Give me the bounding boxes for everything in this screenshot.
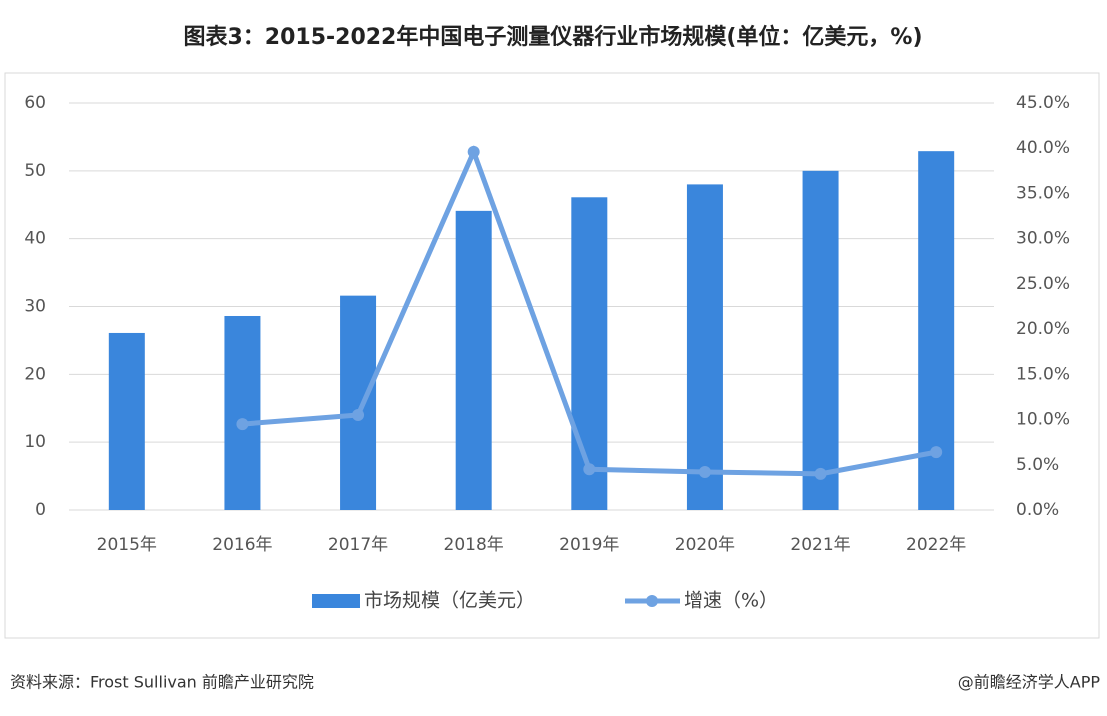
line-point	[352, 409, 365, 422]
y-tick-label: 60	[24, 93, 46, 113]
bar	[571, 197, 608, 510]
x-tick-label: 2022年	[906, 535, 966, 555]
y2-tick-label: 0.0%	[1016, 500, 1059, 520]
bar	[455, 210, 492, 511]
y-tick-label: 10	[24, 432, 46, 452]
y2-tick-label: 5.0%	[1016, 455, 1059, 475]
chart-title: 图表3：2015-2022年中国电子测量仪器行业市场规模(单位：亿美元，%)	[183, 24, 922, 50]
legend-label: 增速（%）	[684, 590, 778, 612]
x-tick-label: 2020年	[675, 535, 735, 555]
y2-tick-label: 10.0%	[1016, 410, 1070, 430]
bar	[224, 315, 261, 510]
bar	[340, 295, 377, 510]
legend-swatch	[312, 594, 360, 608]
y-tick-label: 40	[24, 229, 46, 249]
line-point	[698, 466, 711, 479]
y2-tick-label: 35.0%	[1016, 183, 1070, 203]
bar	[108, 332, 145, 510]
line-point	[583, 463, 596, 476]
legend-swatch	[646, 595, 658, 607]
x-tick-label: 2018年	[444, 535, 504, 555]
y-tick-label: 0	[35, 500, 46, 520]
x-tick-label: 2019年	[559, 535, 619, 555]
y-tick-label: 50	[24, 161, 46, 181]
source: 资料来源：Frost Sullivan 前瞻产业研究院	[10, 673, 314, 692]
legend-label: 市场规模（亿美元）	[364, 590, 535, 612]
x-tick-label: 2017年	[328, 535, 388, 555]
x-tick-label: 2015年	[97, 535, 157, 555]
credit: @前瞻经济学人APP	[958, 673, 1101, 692]
x-tick-label: 2021年	[790, 535, 850, 555]
y2-tick-label: 45.0%	[1016, 93, 1070, 113]
y2-tick-label: 25.0%	[1016, 274, 1070, 294]
chart-frame	[4, 72, 1100, 639]
x-tick-label: 2016年	[212, 535, 272, 555]
line-point	[930, 446, 943, 459]
y2-tick-label: 40.0%	[1016, 138, 1070, 158]
y2-tick-label: 20.0%	[1016, 319, 1070, 339]
bar	[686, 184, 723, 510]
y-tick-label: 30	[24, 297, 46, 317]
y-tick-label: 20	[24, 364, 46, 384]
y2-tick-label: 15.0%	[1016, 364, 1070, 384]
line-point	[814, 467, 827, 480]
bar	[802, 170, 839, 511]
line-point	[236, 418, 249, 431]
y2-tick-label: 30.0%	[1016, 229, 1070, 249]
line-point	[467, 145, 480, 158]
